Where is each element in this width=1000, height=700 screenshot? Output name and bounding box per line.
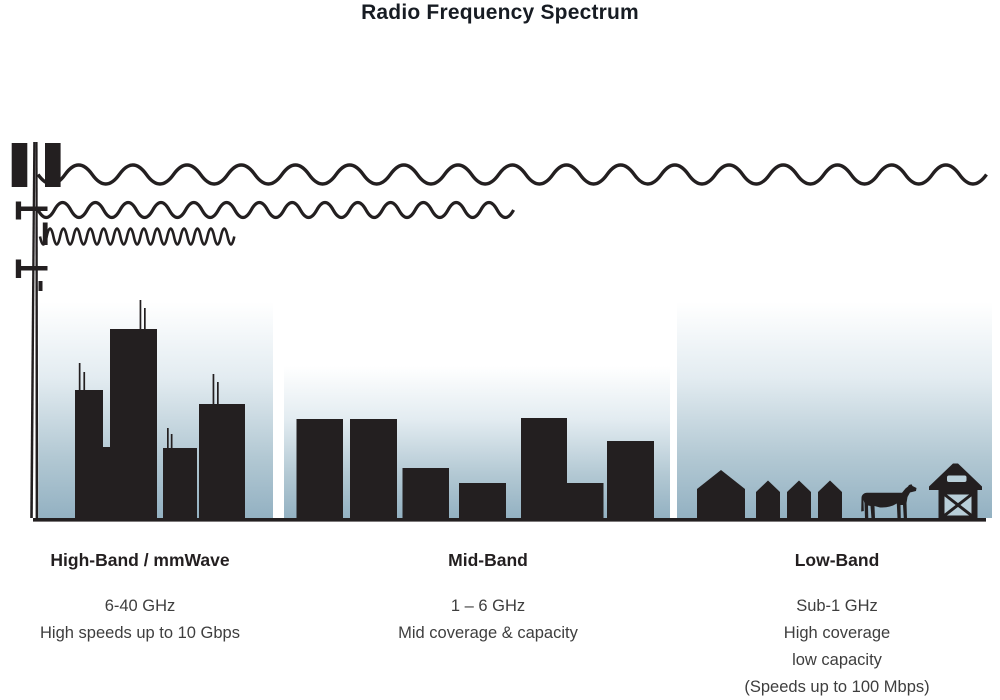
barn-icon (929, 463, 982, 519)
cow-icon (861, 484, 917, 519)
tower-antenna-small-lower (15, 259, 22, 278)
barn-vent (947, 475, 967, 482)
band-description-low-2: low capacity (792, 651, 882, 669)
short-wavelength-wave-icon (38, 227, 236, 246)
building (521, 418, 567, 519)
building (350, 419, 397, 519)
house-icon (787, 480, 811, 520)
rooftop-antenna (167, 428, 169, 448)
high-band-caption: High-Band / mmWave 6-40 GHz High speeds … (0, 549, 290, 647)
house-icon (818, 480, 842, 520)
tower-right-leg (35, 142, 39, 518)
tower-antenna-small-upper (15, 201, 22, 220)
band-description-low-1: High coverage (783, 624, 891, 642)
rooftop-antenna (144, 308, 146, 329)
skyscraper (199, 404, 245, 518)
building (459, 483, 506, 519)
antenna-panel-right (45, 143, 61, 187)
band-frequency-mid: 1 – 6 GHz (450, 597, 526, 615)
building (567, 483, 604, 519)
diagram-title: Radio Frequency Spectrum (361, 1, 639, 24)
tower-left-leg (30, 142, 36, 518)
tower-crossbar-lower (16, 266, 48, 271)
tower-antenna-stub (42, 222, 48, 245)
rooftop-antenna (212, 374, 215, 404)
band-description-low-3: (Speeds up to 100 Mbps) (744, 678, 930, 696)
tower-crossbar-upper (16, 206, 48, 211)
building (296, 419, 343, 519)
rooftop-antenna (217, 382, 219, 404)
band-label-mid: Mid-Band (448, 550, 528, 570)
low-band-caption: Low-Band Sub-1 GHz High coverage low cap… (687, 549, 987, 700)
band-label-low: Low-Band (794, 550, 880, 570)
rural-houses-cow-barn-icon (697, 463, 982, 520)
band-label-high: High-Band / mmWave (50, 550, 230, 570)
skyscraper (101, 447, 111, 518)
skyscraper (163, 448, 197, 518)
barn-door-frame (941, 491, 975, 519)
band-description-high: High speeds up to 10 Gbps (40, 624, 240, 642)
band-frequency-low: Sub-1 GHz (796, 597, 878, 615)
rooftop-antenna (170, 434, 173, 448)
rooftop-antenna (139, 300, 142, 329)
house-icon (697, 470, 745, 520)
long-wavelength-wave-icon (36, 163, 988, 186)
medium-wavelength-wave-icon (36, 200, 516, 220)
house-icon (756, 480, 780, 520)
mid-rise-buildings-icon (296, 418, 654, 519)
antenna-panel-left (11, 143, 28, 187)
band-frequency-high: 6-40 GHz (104, 597, 176, 615)
tower-stub-lower (38, 281, 43, 291)
ground-line (33, 518, 986, 522)
skyscraper (75, 390, 103, 518)
rooftop-antenna (78, 363, 81, 390)
skyscraper-city-icon (75, 300, 245, 518)
rooftop-antenna (83, 372, 86, 390)
building (402, 468, 449, 519)
building (607, 441, 654, 519)
band-description-mid: Mid coverage & capacity (398, 624, 578, 642)
cell-tower-icon (11, 142, 61, 518)
mid-band-caption: Mid-Band 1 – 6 GHz Mid coverage & capaci… (338, 549, 638, 647)
skyscraper (110, 329, 157, 518)
radio-waves (36, 163, 988, 246)
